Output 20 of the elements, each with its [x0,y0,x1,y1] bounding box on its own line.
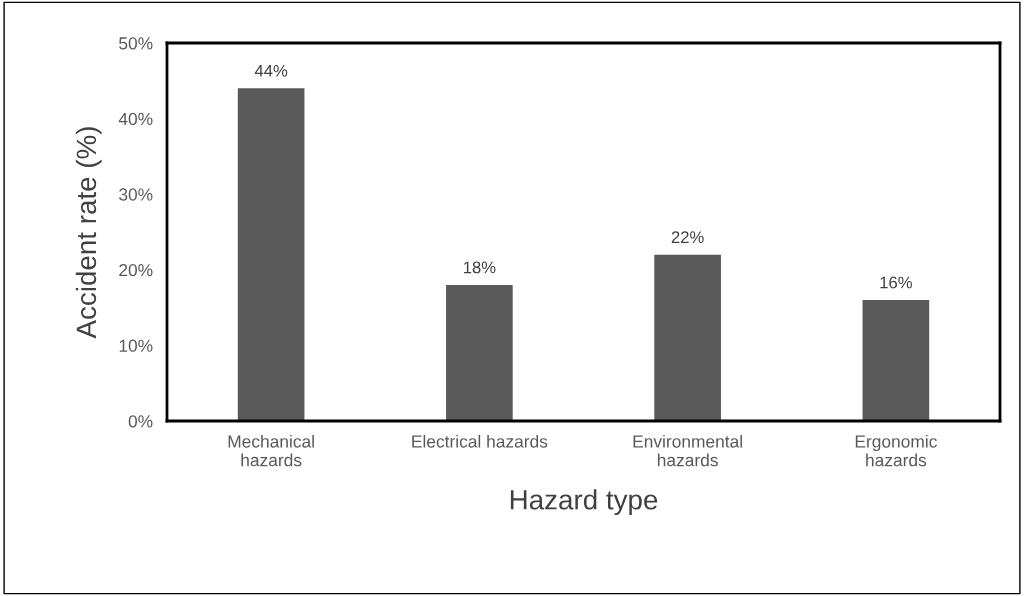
x-tick-label: Environmental hazards [633,434,742,467]
data-label: 22% [671,231,704,243]
bar [862,300,930,421]
x-tick-label: Mechanical hazards [228,434,314,467]
data-label: 18% [463,261,496,274]
y-tick-label: 40% [118,112,153,126]
data-label: 44% [254,65,288,77]
y-tick-label: 20% [119,263,153,277]
x-axis-title: Hazard type [510,489,658,516]
bar [446,284,513,421]
x-tick-label: Electrical hazards [412,434,548,448]
bar [654,254,721,421]
data-label: 16% [880,276,912,289]
bar [237,88,305,421]
x-tick-label: Ergonomic hazards [855,434,937,467]
y-tick-label: 10% [119,339,153,352]
y-tick-label: 30% [119,188,153,201]
y-tick-label: 50% [119,37,153,50]
y-tick-label: 0% [128,415,153,428]
y-axis-title: Accident rate (%) [75,127,102,339]
